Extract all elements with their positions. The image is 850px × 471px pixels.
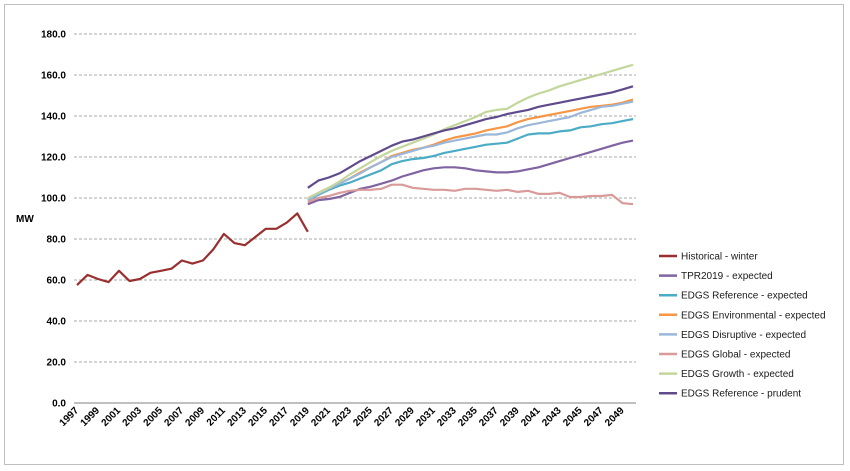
y-tick-label: 140.0 xyxy=(41,112,66,123)
legend-label: EDGS Reference - prudent xyxy=(681,389,801,400)
series-line-2 xyxy=(307,139,634,206)
x-tick-label: 2037 xyxy=(477,405,501,429)
x-tick-label: 1999 xyxy=(79,405,103,429)
legend-label: Historical - winter xyxy=(681,252,758,263)
x-tick-label: 2043 xyxy=(540,405,564,429)
y-tick-label: 80.0 xyxy=(47,235,67,246)
x-tick-label: 2017 xyxy=(267,405,291,429)
x-tick-label: 2033 xyxy=(435,405,459,429)
legend: Historical - winter TPR2019 - expected EDG… xyxy=(659,252,826,400)
legend-label: EDGS Environmental - expected xyxy=(681,310,826,321)
x-tick-label: 2011 xyxy=(205,405,228,428)
x-tick-label: 2049 xyxy=(603,405,627,429)
y-tick-label: 60.0 xyxy=(47,276,67,287)
x-tick-label: 2013 xyxy=(225,405,249,429)
series-line-7 xyxy=(307,63,634,199)
y-tick-label: 0.0 xyxy=(52,399,66,410)
series-lines xyxy=(76,63,634,286)
x-axis-ticks: 1997199920012003200520072009201120132015… xyxy=(58,405,627,429)
x-tick-label: 2023 xyxy=(330,405,354,429)
y-tick-label: 120.0 xyxy=(41,153,66,164)
x-tick-label: 2039 xyxy=(498,405,522,429)
x-tick-label: 2005 xyxy=(142,405,166,429)
series-line-5 xyxy=(307,100,634,202)
y-tick-label: 100.0 xyxy=(41,194,66,205)
y-tick-label: 20.0 xyxy=(47,358,67,369)
x-tick-label: 2041 xyxy=(519,405,543,429)
x-tick-label: 2031 xyxy=(414,405,438,429)
y-axis-label: MW xyxy=(16,214,34,225)
y-tick-label: 160.0 xyxy=(41,71,66,82)
series-line-1 xyxy=(76,212,309,286)
gridlines xyxy=(74,33,636,363)
x-tick-label: 2021 xyxy=(309,405,333,429)
chart-frame xyxy=(4,4,844,465)
x-tick-label: 2035 xyxy=(456,405,480,429)
legend-label: EDGS Reference - expected xyxy=(681,291,808,302)
x-tick-label: 2001 xyxy=(100,405,124,429)
x-tick-label: 2047 xyxy=(582,405,606,429)
x-tick-label: 2007 xyxy=(163,405,187,429)
x-tick-label: 2029 xyxy=(393,405,417,429)
series-line-4 xyxy=(307,98,634,202)
x-tick-label: 2003 xyxy=(121,405,145,429)
series-line-3 xyxy=(307,118,634,202)
x-tick-label: 2019 xyxy=(288,405,312,429)
x-tick-label: 2045 xyxy=(561,405,585,429)
legend-label: EDGS Global - expected xyxy=(681,350,791,361)
legend-label: EDGS Growth - expected xyxy=(681,369,794,380)
x-tick-label: 2025 xyxy=(351,405,375,429)
y-axis-ticks: 0.0 20.0 40.0 60.0 80.0 100.0 120.0 140.0 160.0 1… xyxy=(41,30,66,410)
y-tick-label: 180.0 xyxy=(41,30,66,41)
legend-label: EDGS Disruptive - expected xyxy=(681,330,806,341)
y-tick-label: 40.0 xyxy=(47,317,67,328)
x-tick-label: 2027 xyxy=(372,405,396,429)
series-line-6 xyxy=(307,183,634,206)
series-line-8 xyxy=(307,85,634,189)
x-tick-label: 2009 xyxy=(183,405,207,429)
x-tick-label: 2015 xyxy=(246,405,270,429)
legend-label: TPR2019 - expected xyxy=(681,271,773,282)
